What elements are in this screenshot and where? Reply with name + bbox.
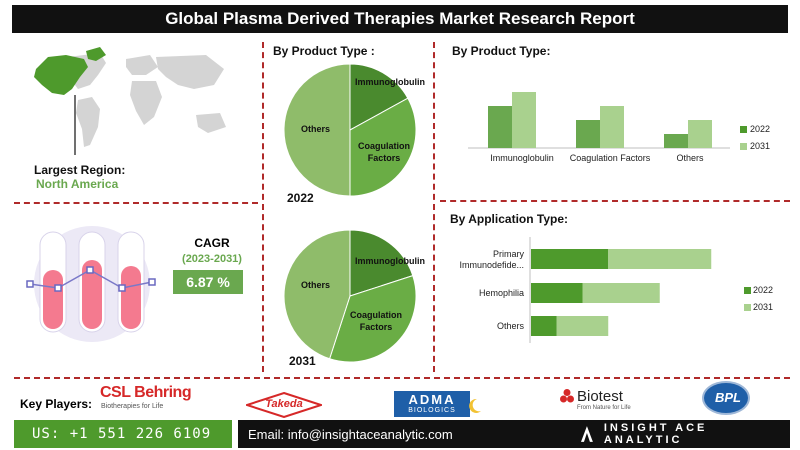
app-legend-2022: 2022 — [753, 285, 774, 295]
pie2-year-label: 2031 — [289, 354, 316, 368]
pie1-label-coagulation: Coagulation Factors — [358, 141, 410, 163]
footer-brand: INSIGHT ACE ANALYTIC — [603, 422, 708, 446]
pie2-label-coagulation: Coagulation Factors — [350, 310, 402, 332]
app-bar-2031-2 — [556, 316, 609, 336]
pie-slice-coagulation-factors — [349, 97, 417, 197]
largest-region-value: North America — [36, 177, 119, 191]
footer-email[interactable]: Email: info@insightaceanalytic.com — [238, 420, 578, 448]
app-bar-2022-2 — [531, 316, 557, 336]
bar-2031-1 — [600, 106, 624, 148]
test-tubes-icon — [26, 226, 156, 342]
adma-logo-sub: BIOLOGICS — [408, 407, 456, 414]
footer-brand-box: INSIGHT ACE ANALYTIC — [578, 420, 790, 448]
bar-section-title: By Product Type: — [452, 44, 551, 58]
pie-chart-2031 — [283, 229, 417, 363]
adma-crescent-icon — [469, 398, 481, 413]
divider-horizontal-right — [440, 200, 790, 202]
bar-category-immunoglobulin: Immunoglobulin — [490, 153, 554, 163]
bpl-logo-badge — [702, 381, 750, 415]
product-type-bar-chart — [468, 92, 730, 149]
pie-slice-immunoglobulin — [349, 229, 414, 297]
pie1-label-immunoglobulin: Immunoglobulin — [355, 77, 425, 87]
bar-legend-swatch-2031 — [740, 143, 747, 150]
app-bar-2022-1 — [531, 283, 583, 303]
bar-category-others: Others — [676, 153, 704, 163]
world-map-icon — [34, 47, 226, 155]
pie-charts — [283, 63, 417, 363]
takeda-logo: Takeda — [265, 398, 303, 410]
biotest-logo-icon — [560, 389, 574, 403]
pie2-label-immunoglobulin: Immunoglobulin — [355, 256, 425, 266]
insight-ace-logo-icon — [580, 426, 593, 442]
bar-2031-2 — [688, 120, 712, 148]
biotest-tagline: From Nature for Life — [577, 405, 631, 411]
bar-category-coagulation: Coagulation Factors — [569, 153, 651, 163]
csl-behring-tagline: Biotherapies for Life — [101, 403, 164, 410]
key-players-label: Key Players: — [20, 397, 93, 411]
divider-vertical-right — [433, 42, 435, 372]
pie-slice-coagulation-factors — [328, 274, 417, 363]
app-category-others: Others — [496, 321, 524, 331]
bar-2031-0 — [512, 92, 536, 148]
bar-2022-0 — [488, 106, 512, 148]
app-legend-2031: 2031 — [753, 302, 774, 312]
bar-legend-2022: 2022 — [750, 124, 771, 134]
footer-phone[interactable]: US: +1 551 226 6109 — [14, 420, 232, 448]
app-legend-swatch-2031 — [744, 304, 751, 311]
largest-region-label: Largest Region: — [34, 163, 126, 177]
adma-logo: ADMA — [408, 392, 456, 407]
csl-behring-logo: CSL Behring — [100, 384, 192, 401]
app-category-primary-immunodeficiency: Primary Immunodefide... — [459, 249, 524, 270]
pie-chart-2022 — [283, 63, 417, 197]
pie1-year-label: 2022 — [287, 191, 314, 205]
pie-slice-others — [283, 229, 351, 360]
app-bar-2031-0 — [608, 249, 712, 269]
bar-legend-2031: 2031 — [750, 141, 771, 151]
adma-logo-box — [394, 391, 470, 417]
cagr-period: (2023-2031) — [182, 253, 242, 265]
app-bar-2022-0 — [531, 249, 609, 269]
pie-slice-others — [283, 63, 351, 197]
takeda-logo-icon — [246, 392, 322, 418]
bar-2022-2 — [664, 134, 688, 148]
pie1-label-others: Others — [301, 124, 331, 134]
app-section-title: By Application Type: — [450, 212, 569, 226]
pie2-label-others: Others — [301, 280, 331, 290]
divider-horizontal-left — [14, 202, 258, 204]
divider-footer — [14, 377, 790, 379]
app-category-hemophilia: Hemophilia — [478, 288, 524, 298]
divider-vertical-left — [262, 42, 264, 372]
biotest-logo: Biotest — [577, 388, 623, 405]
app-legend-swatch-2022 — [744, 287, 751, 294]
cagr-value: 6.87 % — [173, 270, 243, 294]
application-type-bar-chart — [529, 237, 712, 343]
bar-2022-1 — [576, 120, 600, 148]
bar-legend-swatch-2022 — [740, 126, 747, 133]
cagr-label: CAGR — [194, 236, 230, 250]
page-title: Global Plasma Derived Therapies Market R… — [12, 5, 788, 33]
pie-section-title: By Product Type : — [273, 44, 375, 58]
pie-slice-immunoglobulin — [349, 63, 409, 131]
app-bar-2031-1 — [582, 283, 660, 303]
bpl-logo: BPL — [715, 390, 741, 405]
